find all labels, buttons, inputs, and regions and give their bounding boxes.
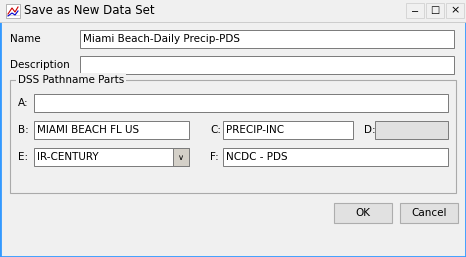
Bar bbox=[34, 121, 189, 139]
Bar bbox=[80, 30, 454, 48]
Bar bbox=[426, 3, 444, 18]
Text: Cancel: Cancel bbox=[411, 208, 447, 218]
Bar bbox=[80, 56, 454, 74]
Text: Miami Beach-Daily Precip-PDS: Miami Beach-Daily Precip-PDS bbox=[83, 34, 240, 44]
Bar bbox=[173, 148, 189, 166]
Text: MIAMI BEACH FL US: MIAMI BEACH FL US bbox=[37, 125, 139, 135]
Bar bbox=[10, 80, 456, 193]
Bar bbox=[334, 203, 392, 223]
Text: NCDC - PDS: NCDC - PDS bbox=[226, 152, 288, 162]
Text: IR-CENTURY: IR-CENTURY bbox=[37, 152, 99, 162]
Text: □: □ bbox=[431, 5, 439, 15]
Bar bbox=[223, 121, 353, 139]
Text: C:: C: bbox=[210, 125, 221, 135]
Text: Save as New Data Set: Save as New Data Set bbox=[24, 5, 155, 17]
Bar bbox=[34, 148, 189, 166]
Text: −: − bbox=[411, 7, 419, 17]
Bar bbox=[446, 3, 464, 18]
Text: PRECIP-INC: PRECIP-INC bbox=[226, 125, 284, 135]
Text: Description: Description bbox=[10, 60, 70, 70]
Text: OK: OK bbox=[356, 208, 370, 218]
Text: ∨: ∨ bbox=[178, 152, 184, 161]
Bar bbox=[6, 4, 20, 18]
Bar bbox=[223, 148, 448, 166]
Text: B:: B: bbox=[18, 125, 29, 135]
Text: DSS Pathname Parts: DSS Pathname Parts bbox=[18, 75, 124, 85]
Bar bbox=[0, 0, 466, 22]
Text: A:: A: bbox=[18, 98, 28, 108]
Text: Name: Name bbox=[10, 34, 41, 44]
Text: ×: × bbox=[450, 5, 459, 15]
Text: F:: F: bbox=[210, 152, 219, 162]
Text: E:: E: bbox=[18, 152, 28, 162]
Bar bbox=[34, 94, 448, 112]
Bar bbox=[406, 3, 424, 18]
Text: D:: D: bbox=[364, 125, 376, 135]
Bar bbox=[400, 203, 458, 223]
Bar bbox=[375, 121, 448, 139]
